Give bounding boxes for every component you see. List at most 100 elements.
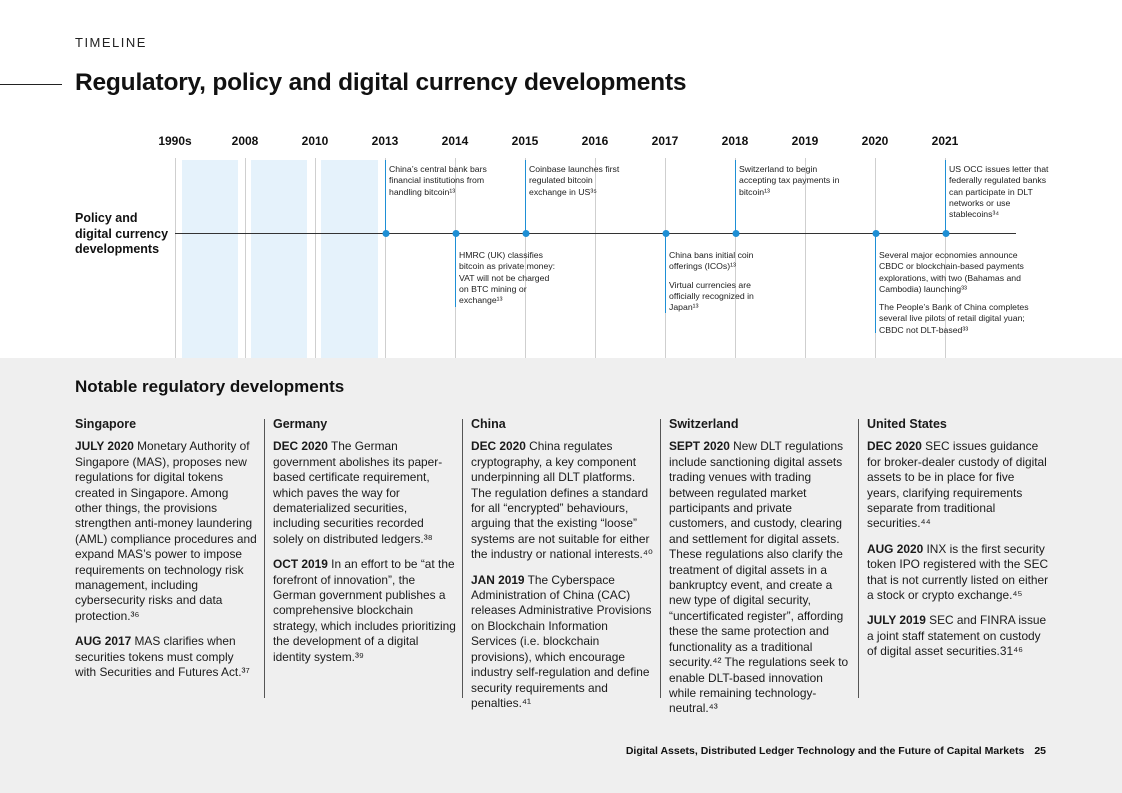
title-rule bbox=[0, 84, 62, 85]
timeline-axis bbox=[175, 233, 1016, 234]
year-label: 2013 bbox=[371, 134, 399, 148]
milestone-line-2018 bbox=[735, 160, 736, 234]
region-column-singapore: Singapore JULY 2020 Monetary Authority o… bbox=[75, 417, 257, 691]
entry-date: DEC 2020 bbox=[471, 439, 526, 454]
year-gridline bbox=[245, 158, 246, 358]
regulatory-entry: JAN 2019 The Cyberspace Administration o… bbox=[471, 573, 655, 712]
column-divider bbox=[660, 419, 661, 698]
entry-text: New DLT regulations include sanctioning … bbox=[669, 439, 849, 716]
column-divider bbox=[264, 419, 265, 698]
regulatory-entry: JULY 2020 Monetary Authority of Singapor… bbox=[75, 439, 257, 624]
milestone-dot-2013 bbox=[382, 230, 389, 237]
entry-text: The Cyberspace Administration of China (… bbox=[471, 572, 652, 710]
entry-text: Monetary Authority of Singapore (MAS), p… bbox=[75, 439, 257, 623]
region-column-germany: Germany DEC 2020 The German government a… bbox=[273, 417, 457, 675]
year-label: 2015 bbox=[511, 134, 539, 148]
section-label: TIMELINE bbox=[75, 35, 147, 50]
entry-date: JAN 2019 bbox=[471, 572, 525, 587]
year-gridline bbox=[525, 158, 526, 358]
page-footer: Digital Assets, Distributed Ledger Techn… bbox=[626, 745, 1046, 757]
region-column-united-states: United States DEC 2020 SEC issues guidan… bbox=[867, 417, 1049, 670]
year-gridline bbox=[175, 158, 176, 358]
regulatory-entry: DEC 2020 SEC issues guidance for broker-… bbox=[867, 439, 1049, 531]
milestone-line-2017 bbox=[665, 233, 666, 313]
regulatory-entry: SEPT 2020 New DLT regulations include sa… bbox=[669, 439, 853, 716]
entry-text: MAS clarifies when securities tokens mus… bbox=[75, 634, 250, 680]
region-heading: Germany bbox=[273, 417, 328, 431]
region-heading: Switzerland bbox=[669, 417, 739, 431]
year-label: 2014 bbox=[441, 134, 469, 148]
page-number: 25 bbox=[1034, 745, 1046, 757]
column-divider bbox=[858, 419, 859, 698]
entry-text: In an effort to be “at the forefront of … bbox=[273, 557, 456, 664]
event-text: Virtual currencies are officially recogn… bbox=[669, 279, 754, 313]
event-text: US OCC issues letter that federally regu… bbox=[949, 164, 1049, 220]
regulatory-entry: OCT 2019 In an effort to be “at the fore… bbox=[273, 557, 457, 665]
milestone-dot-2021 bbox=[942, 230, 949, 237]
event-text: The People’s Bank of China completes sev… bbox=[879, 302, 1029, 335]
entry-date: DEC 2020 bbox=[273, 439, 328, 454]
event-text: Switzerland to begin accepting tax payme… bbox=[739, 164, 840, 197]
year-gridline bbox=[805, 158, 806, 358]
timeline-event-2015: Coinbase launches first regulated bitcoi… bbox=[529, 164, 624, 198]
region-column-switzerland: Switzerland SEPT 2020 New DLT regulation… bbox=[669, 417, 853, 727]
regulatory-entry: AUG 2020 INX is the first security token… bbox=[867, 542, 1049, 604]
milestone-line-2020 bbox=[875, 233, 876, 333]
shade-band-2008 bbox=[251, 160, 307, 358]
timeline-event-2020: Several major economies announce CBDC or… bbox=[879, 250, 1044, 336]
regulatory-entry: AUG 2017 MAS clarifies when securities t… bbox=[75, 634, 257, 680]
entry-date: AUG 2017 bbox=[75, 634, 132, 649]
event-text: China’s central bank bars financial inst… bbox=[389, 164, 487, 197]
timeline: 1990s 2008 2010 2013 2014 2015 2016 2017… bbox=[0, 0, 1122, 358]
year-label: 2010 bbox=[301, 134, 329, 148]
entry-text: China regulates cryptography, a key comp… bbox=[471, 439, 653, 562]
year-label: 2021 bbox=[931, 134, 959, 148]
entry-date: SEPT 2020 bbox=[669, 439, 730, 454]
notable-heading: Notable regulatory developments bbox=[75, 377, 345, 396]
regulatory-entry: DEC 2020 China regulates cryptography, a… bbox=[471, 439, 655, 562]
year-label: 2008 bbox=[231, 134, 259, 148]
region-column-china: China DEC 2020 China regulates cryptogra… bbox=[471, 417, 655, 721]
event-text: China bans initial coin offerings (ICOs)… bbox=[669, 250, 754, 272]
notable-panel bbox=[0, 358, 1122, 793]
year-label: 2019 bbox=[791, 134, 819, 148]
timeline-event-2013: China’s central bank bars financial inst… bbox=[389, 164, 501, 198]
timeline-event-2014: HMRC (UK) classifies bitcoin as private … bbox=[459, 250, 561, 306]
region-heading: United States bbox=[867, 417, 947, 431]
milestone-dot-2015 bbox=[522, 230, 529, 237]
year-gridline bbox=[595, 158, 596, 358]
timeline-event-2018: Switzerland to begin accepting tax payme… bbox=[739, 164, 845, 198]
entry-date: JULY 2020 bbox=[75, 439, 134, 454]
footer-publication-title: Digital Assets, Distributed Ledger Techn… bbox=[625, 745, 1025, 757]
year-gridline bbox=[735, 158, 736, 358]
shade-band-1990s bbox=[182, 160, 238, 358]
regulatory-entry: DEC 2020 The German government abolishes… bbox=[273, 439, 457, 547]
milestone-line-2014 bbox=[455, 233, 456, 307]
milestone-dot-2018 bbox=[732, 230, 739, 237]
regulatory-entry: JULY 2019 SEC and FINRA issue a joint st… bbox=[867, 613, 1049, 659]
year-gridline bbox=[945, 158, 946, 358]
region-heading: China bbox=[471, 417, 506, 431]
year-label: 2020 bbox=[861, 134, 889, 148]
timeline-event-2017: China bans initial coin offerings (ICOs)… bbox=[669, 250, 765, 313]
entry-text: SEC issues guidance for broker-dealer cu… bbox=[867, 439, 1047, 531]
milestone-dot-2017 bbox=[662, 230, 669, 237]
timeline-row-label: Policy and digital currency developments bbox=[75, 211, 169, 256]
year-label: 2017 bbox=[651, 134, 679, 148]
entry-text: INX is the first security token IPO regi… bbox=[867, 541, 1049, 603]
milestone-line-2021 bbox=[945, 160, 946, 234]
event-text: Several major economies announce CBDC or… bbox=[879, 250, 1024, 294]
year-gridline bbox=[385, 158, 386, 358]
column-divider bbox=[462, 419, 463, 698]
shade-band-2010 bbox=[321, 160, 378, 358]
milestone-line-2015 bbox=[525, 160, 526, 234]
year-gridline bbox=[315, 158, 316, 358]
timeline-event-2021: US OCC issues letter that federally regu… bbox=[949, 164, 1049, 220]
page-title: Regulatory, policy and digital currency … bbox=[75, 69, 687, 96]
entry-date: OCT 2019 bbox=[273, 557, 328, 572]
event-text: Coinbase launches first regulated bitcoi… bbox=[529, 164, 620, 197]
year-label: 2018 bbox=[721, 134, 749, 148]
entry-text: The German government abolishes its pape… bbox=[273, 439, 443, 546]
milestone-line-2013 bbox=[385, 160, 386, 234]
event-text: HMRC (UK) classifies bitcoin as private … bbox=[459, 250, 556, 306]
